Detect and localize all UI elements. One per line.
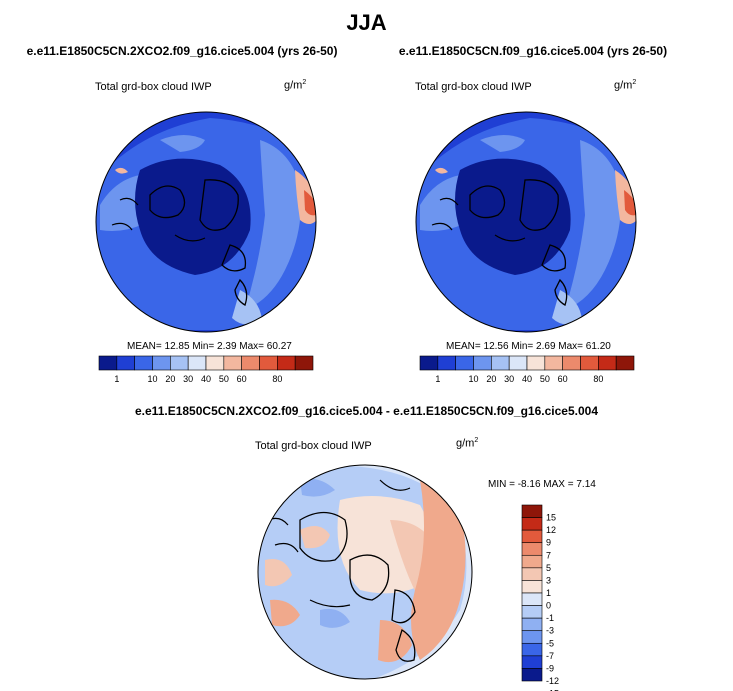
colorbar-swatch <box>526 355 546 371</box>
panel-1-variable-label: Total grd-box cloud IWP <box>95 81 212 93</box>
colorbar-swatch <box>521 529 543 544</box>
panel-2-stats: MEAN= 12.56 Min= 2.69 Max= 61.20 <box>446 341 611 352</box>
colorbar-swatch <box>170 355 189 371</box>
colorbar-tick-label: 1 <box>114 374 119 384</box>
colorbar-tick-label: 0 <box>546 601 551 611</box>
colorbar-swatch <box>491 355 510 371</box>
colorbar-tick-label: -9 <box>546 663 554 673</box>
panel-2-colorbar: 1 10 20 30 40 50 60 80 <box>419 355 635 384</box>
colorbar-tick-label: 20 <box>486 374 496 384</box>
colorbar-swatch <box>98 355 118 371</box>
colorbar-swatch <box>521 542 543 556</box>
panel-1-polar-map <box>96 112 316 332</box>
difference-variable-label: Total grd-box cloud IWP <box>255 440 372 452</box>
colorbar-tick-label: -1 <box>546 613 554 623</box>
colorbar-swatch <box>241 355 260 371</box>
colorbar-swatch <box>562 355 581 371</box>
colorbar-swatch <box>259 355 278 371</box>
colorbar-swatch <box>455 355 474 371</box>
colorbar-swatch <box>277 355 296 371</box>
panel-1-colorbar: 1 10 20 30 40 50 60 80 <box>98 355 314 384</box>
colorbar-swatch <box>134 355 153 371</box>
colorbar-tick-label: 40 <box>201 374 211 384</box>
colorbar-swatch <box>521 642 543 657</box>
colorbar-tick-label: -3 <box>546 626 554 636</box>
colorbar-tick-label: 9 <box>546 538 551 548</box>
colorbar-swatch <box>521 617 543 632</box>
colorbar-tick-label: 40 <box>522 374 532 384</box>
colorbar-tick-label: -12 <box>546 676 559 686</box>
colorbar-swatch <box>521 630 543 644</box>
panel-2-variable-label: Total grd-box cloud IWP <box>415 81 532 93</box>
page-title: JJA <box>346 10 387 35</box>
panel-2-polar-map <box>416 112 636 332</box>
colorbar-tick-label: 20 <box>165 374 175 384</box>
colorbar-tick-label: 10 <box>468 374 478 384</box>
colorbar-swatch <box>473 355 492 371</box>
colorbar-swatch <box>521 580 543 594</box>
colorbar-swatch <box>187 355 207 371</box>
panel-2-units-label: g/m2 <box>614 79 637 92</box>
colorbar-swatch <box>615 355 635 371</box>
panel-1-case-title: e.e11.E1850C5CN.2XCO2.f09_g16.cice5.004 … <box>26 44 338 58</box>
difference-colorbar: 15 12 9 7 5 3 1 0 -1 -3 -5 -7 -9 -12 -15 <box>521 504 559 691</box>
colorbar-tick-label: 3 <box>546 575 551 585</box>
colorbar-swatch <box>521 655 543 669</box>
colorbar-tick-label: 7 <box>546 550 551 560</box>
colorbar-tick-label: 30 <box>504 374 514 384</box>
colorbar-tick-label: 80 <box>272 374 282 384</box>
colorbar-swatch <box>521 504 543 518</box>
colorbar-swatch <box>598 355 617 371</box>
difference-units-label: g/m2 <box>456 437 479 450</box>
colorbar-tick-label: 12 <box>546 525 556 535</box>
colorbar-tick-label: -15 <box>546 689 559 691</box>
difference-polar-map <box>258 465 472 679</box>
colorbar-swatch <box>508 355 528 371</box>
colorbar-swatch <box>521 605 543 619</box>
colorbar-tick-label: 80 <box>593 374 603 384</box>
colorbar-swatch <box>294 355 314 371</box>
colorbar-tick-label: -5 <box>546 638 554 648</box>
difference-case-title: e.e11.E1850C5CN.2XCO2.f09_g16.cice5.004 … <box>135 404 598 418</box>
colorbar-tick-label: 10 <box>147 374 157 384</box>
colorbar-tick-label: 5 <box>546 563 551 573</box>
colorbar-swatch <box>116 355 135 371</box>
panel-1-stats: MEAN= 12.85 Min= 2.39 Max= 60.27 <box>127 341 292 352</box>
colorbar-swatch <box>521 592 543 606</box>
colorbar-tick-label: 50 <box>540 374 550 384</box>
colorbar-tick-label: 1 <box>435 374 440 384</box>
colorbar-tick-label: 50 <box>219 374 229 384</box>
colorbar-swatch <box>521 567 543 581</box>
colorbar-tick-label: -7 <box>546 651 554 661</box>
colorbar-swatch <box>521 668 543 682</box>
colorbar-swatch <box>223 355 242 371</box>
colorbar-swatch <box>152 355 171 371</box>
colorbar-tick-label: 15 <box>546 513 556 523</box>
panel-1-units-label: g/m2 <box>284 79 307 92</box>
panel-2-case-title: e.e11.E1850C5CN.f09_g16.cice5.004 (yrs 2… <box>398 44 668 58</box>
colorbar-tick-label: 60 <box>237 374 247 384</box>
difference-map-border <box>257 464 473 680</box>
panel-1-map-border <box>95 111 317 333</box>
panel-2-map-border <box>415 111 637 333</box>
colorbar-swatch <box>580 355 599 371</box>
colorbar-swatch <box>419 355 439 371</box>
colorbar-swatch <box>521 554 543 569</box>
colorbar-tick-label: 1 <box>546 588 551 598</box>
colorbar-swatch <box>521 517 543 531</box>
colorbar-tick-label: 60 <box>558 374 568 384</box>
difference-stats: MIN = -8.16 MAX = 7.14 <box>488 479 596 490</box>
colorbar-swatch <box>205 355 225 371</box>
colorbar-swatch <box>544 355 563 371</box>
colorbar-tick-label: 30 <box>183 374 193 384</box>
colorbar-swatch <box>437 355 456 371</box>
